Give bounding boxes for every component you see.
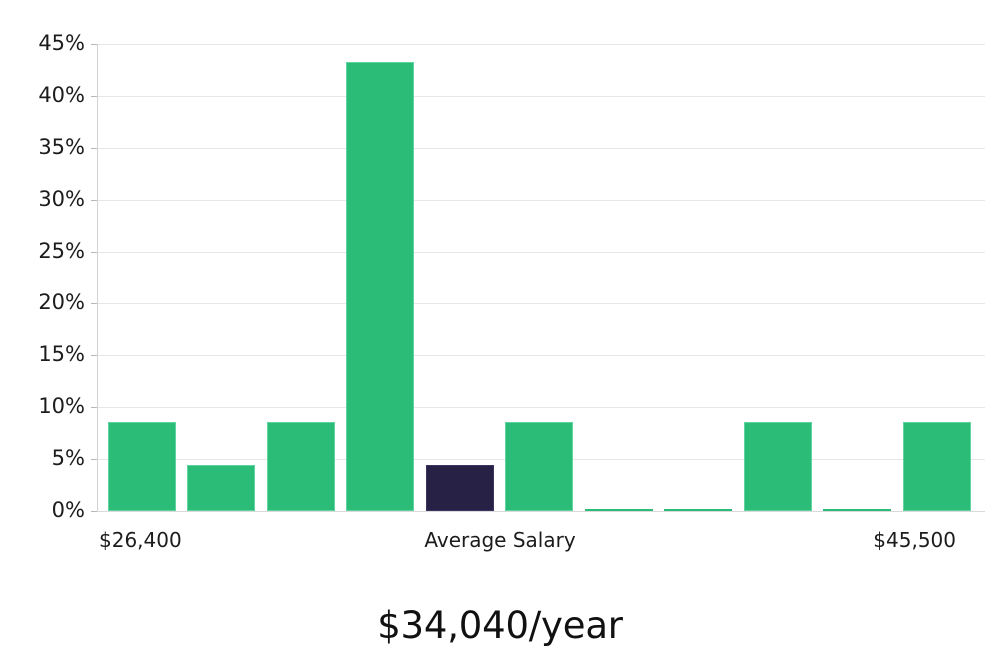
bar-highlighted — [425, 465, 494, 511]
x-axis-line — [97, 511, 985, 512]
y-axis-tick-mark — [91, 407, 97, 409]
gridline — [97, 95, 985, 97]
y-axis-tick-mark — [91, 95, 97, 97]
bar — [584, 509, 653, 511]
y-axis-tick-label: 5% — [51, 446, 85, 471]
bar — [346, 61, 415, 511]
y-axis-tick-mark — [91, 251, 97, 253]
gridline — [97, 303, 985, 305]
y-axis-tick-label: 35% — [38, 134, 85, 159]
y-axis-tick-label: 20% — [38, 290, 85, 315]
y-axis-tick-label: 0% — [51, 498, 85, 522]
bar — [187, 465, 256, 511]
gridline — [97, 251, 985, 253]
bar — [266, 421, 335, 511]
bar — [902, 421, 971, 511]
y-axis-tick-label: 40% — [38, 82, 85, 107]
x-axis-label-center: Average Salary — [424, 528, 576, 552]
y-axis-tick-mark — [91, 199, 97, 201]
gridline — [97, 44, 985, 45]
y-axis-spine — [97, 44, 98, 511]
bar — [823, 509, 892, 511]
gridline — [97, 355, 985, 357]
y-axis-tick-mark — [91, 511, 97, 512]
y-axis-tick-mark — [91, 355, 97, 357]
y-axis-tick-mark — [91, 44, 97, 45]
y-axis-tick-label: 25% — [38, 238, 85, 263]
gridline — [97, 147, 985, 149]
y-axis-tick-mark — [91, 459, 97, 461]
bar — [505, 421, 574, 511]
chart-caption: $34,040/year — [377, 604, 623, 647]
y-axis-tick-label: 45% — [38, 31, 85, 55]
bar — [108, 421, 176, 511]
y-axis-labels: 0% 5% 10% 15% 20% 25% 30% 35% 40% 45% — [0, 0, 85, 660]
x-axis-label-min: $26,400 — [99, 528, 182, 552]
y-axis-tick-mark — [91, 147, 97, 149]
plot-area — [97, 44, 985, 512]
gridline — [97, 199, 985, 201]
y-axis-tick-label: 10% — [38, 394, 85, 419]
x-axis-label-max: $45,500 — [873, 528, 956, 552]
y-axis-tick-mark — [91, 303, 97, 305]
bar — [664, 509, 733, 511]
y-axis-tick-label: 15% — [38, 342, 85, 367]
bar — [743, 421, 812, 511]
gridline — [97, 407, 985, 409]
y-axis-tick-label: 30% — [38, 186, 85, 211]
